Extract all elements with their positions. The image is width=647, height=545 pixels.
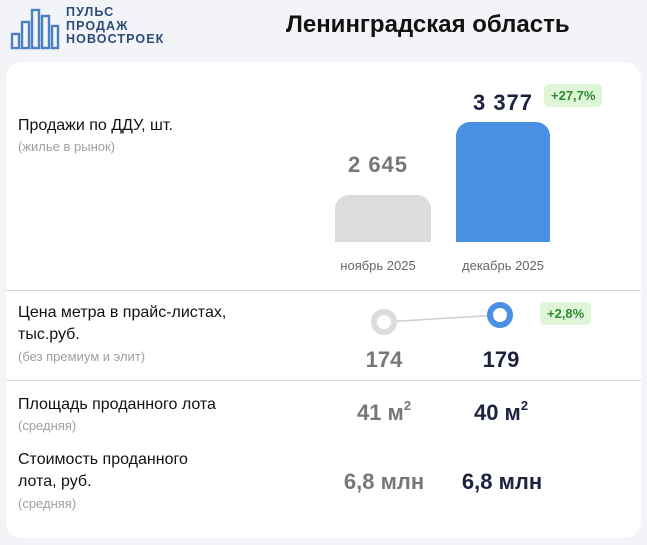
sales-curr-month: декабрь 2025 xyxy=(462,258,544,273)
logo-line-2: ПРОДАЖ xyxy=(66,18,129,33)
price-label-line-2: тыс.руб. xyxy=(18,326,80,343)
logo-text: ПУЛЬС ПРОДАЖ НОВОСТРОЕК xyxy=(66,5,165,47)
stats-card: Продажи по ДДУ, шт. (жилье в рынок) 2 64… xyxy=(6,62,641,538)
sales-label: Продажи по ДДУ, шт. xyxy=(18,117,173,134)
logo-line-1: ПУЛЬС xyxy=(66,5,115,19)
cost-curr-value: 6,8 млн xyxy=(461,469,543,494)
cost-prev-value: 6,8 млн xyxy=(343,469,425,494)
sales-curr-bar xyxy=(456,122,550,242)
area-curr-number: 40 м xyxy=(473,400,521,425)
sales-prev-value: 2 645 xyxy=(347,152,409,177)
area-label: Площадь проданного лота xyxy=(18,396,216,413)
area-prev-value: 41 м2 xyxy=(334,398,434,426)
sales-change-badge: +27,7% xyxy=(544,84,603,107)
area-prev-number: 41 м xyxy=(356,400,404,425)
divider-1 xyxy=(6,290,641,291)
price-label-line-1: Цена метра в прайс-листах, xyxy=(18,304,227,321)
sales-prev-bar xyxy=(335,195,431,242)
area-sublabel: (средняя) xyxy=(18,418,77,433)
cost-sublabel: (средняя) xyxy=(18,496,77,511)
area-curr-unit-sup: 2 xyxy=(520,398,529,413)
logo: ПУЛЬС ПРОДАЖ НОВОСТРОЕК xyxy=(10,5,185,50)
price-change-badge: +2,8% xyxy=(540,302,592,325)
price-curr-dot xyxy=(487,302,513,328)
price-dots-connector xyxy=(371,302,513,335)
price-prev-value: 174 xyxy=(365,347,403,372)
city-skyline-icon xyxy=(10,8,60,50)
price-prev-dot xyxy=(371,309,397,335)
sales-prev-month: ноябрь 2025 xyxy=(340,258,416,273)
cost-label-line-2: лота, руб. xyxy=(18,473,92,490)
divider-2 xyxy=(6,380,641,381)
price-sublabel: (без премиум и элит) xyxy=(18,349,146,364)
area-prev-unit-sup: 2 xyxy=(403,398,412,413)
sales-curr-value: 3 377 xyxy=(472,90,534,115)
area-curr-value: 40 м2 xyxy=(451,398,551,426)
price-curr-value: 179 xyxy=(482,347,520,372)
page-title: Ленинградская область xyxy=(286,11,570,38)
cost-label-line-1: Стоимость проданного xyxy=(18,451,188,468)
price-connector-line xyxy=(383,314,501,323)
sales-sublabel: (жилье в рынок) xyxy=(18,139,116,154)
logo-line-3: НОВОСТРОЕК xyxy=(66,32,165,46)
